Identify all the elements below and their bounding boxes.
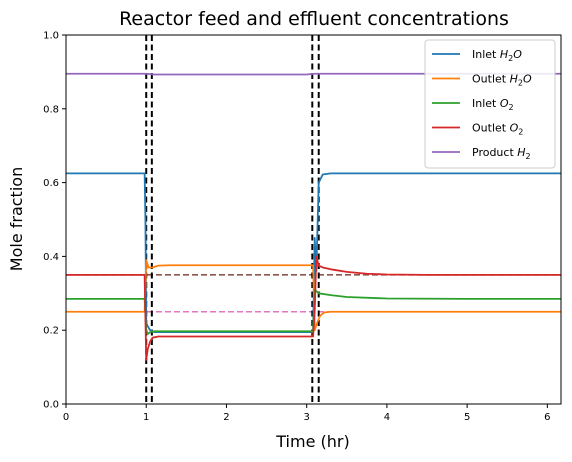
x-tick-label: 3	[303, 412, 309, 423]
y-tick-label: 0.0	[43, 400, 59, 411]
axis-ticks: 0 1 2 3 4 5 6 0.0 0.2 0.4 0.6 0.8 1.0	[43, 31, 550, 424]
y-tick-label: 0.2	[43, 326, 59, 337]
series-lines	[66, 72, 561, 361]
y-tick-label: 0.8	[43, 104, 59, 115]
legend-entry-label: Inlet H2O	[472, 48, 522, 63]
y-axis-label: Mole fraction	[7, 167, 26, 271]
x-tick-label: 5	[464, 412, 470, 423]
x-tick-label: 1	[143, 412, 149, 423]
series-line-outlet-h2o	[66, 259, 561, 332]
legend-entry-label: Outlet H2O	[472, 73, 532, 88]
y-tick-label: 1.0	[43, 31, 59, 42]
legend-entry-label: Outlet O2	[472, 122, 523, 137]
legend-entry-label: Product H2	[472, 146, 531, 161]
x-tick-label: 2	[223, 412, 229, 423]
x-tick-label: 4	[384, 412, 390, 423]
plot-frame	[65, 34, 562, 405]
y-tick-label: 0.4	[43, 252, 59, 263]
series-line-outlet-o2	[66, 255, 561, 361]
legend: Inlet H2O Outlet H2O Inlet O2 Outlet O2 Prod…	[424, 39, 556, 169]
chart-title: Reactor feed and effluent concentrations	[119, 8, 509, 30]
x-tick-label: 0	[63, 412, 69, 423]
series-line-inlet-o2	[66, 288, 561, 335]
x-tick-label: 6	[544, 412, 550, 423]
series-line-product-h2	[66, 72, 561, 76]
legend-entry-label: Inlet O2	[472, 97, 514, 112]
x-axis-label: Time (hr)	[275, 432, 349, 451]
y-tick-label: 0.6	[43, 178, 59, 189]
legend-box	[424, 39, 556, 169]
